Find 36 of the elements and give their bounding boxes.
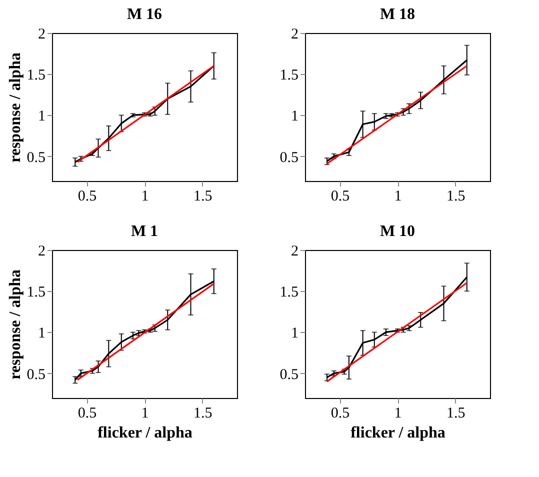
x-tick-label: 1.5 (446, 406, 466, 422)
y-tick-label: 0.5 (26, 366, 46, 383)
y-axis-title: response / alpha (6, 270, 24, 380)
x-tick-label: 0.5 (330, 188, 350, 204)
x-tick-label: 1.5 (193, 188, 212, 204)
y-tick-label: 1.5 (280, 68, 298, 84)
x-axis-title: flicker / alpha (98, 424, 192, 442)
x-axis-title: flicker / alpha (350, 424, 446, 442)
chart-title: M 16 (126, 6, 162, 23)
x-tick-label: 1.5 (446, 188, 466, 204)
x-tick-label: 0.5 (78, 406, 97, 422)
y-tick-label: 1 (38, 108, 46, 125)
chart-title: M 18 (380, 6, 416, 23)
x-tick-label: 1 (394, 188, 402, 204)
y-tick-label: 2 (291, 244, 298, 260)
y-tick-label: 2 (38, 26, 46, 42)
x-tick-label: 1.5 (193, 406, 212, 422)
y-tick-label: 2 (291, 26, 298, 42)
y-tick-label: 0.5 (280, 366, 298, 383)
y-tick-label: 1 (291, 326, 298, 342)
chart-title: M 1 (130, 223, 158, 240)
chart-title: M 10 (380, 223, 416, 240)
x-tick-label: 1 (141, 406, 149, 422)
y-tick-label: 1 (291, 108, 298, 125)
y-tick-label: 1.5 (26, 284, 46, 301)
y-tick-label: 1.5 (26, 68, 46, 84)
x-tick-label: 1 (141, 188, 149, 204)
y-tick-label: 1.5 (280, 284, 298, 301)
y-tick-label: 0.5 (26, 150, 46, 166)
y-tick-label: 1 (38, 326, 46, 342)
x-tick-label: 0.5 (78, 188, 97, 204)
y-tick-label: 0.5 (280, 150, 298, 166)
x-tick-label: 1 (394, 406, 402, 422)
x-tick-label: 0.5 (330, 406, 350, 422)
y-axis-title: response / alpha (6, 52, 24, 162)
y-tick-label: 2 (38, 244, 46, 260)
